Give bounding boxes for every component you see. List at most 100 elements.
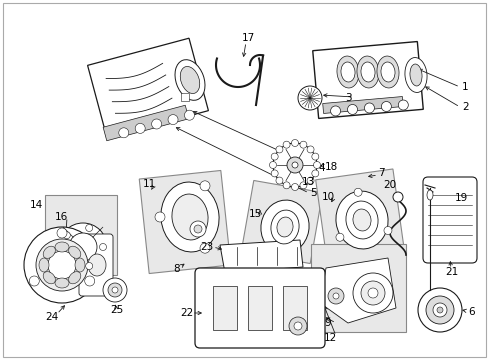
Circle shape [29, 276, 39, 286]
Circle shape [332, 293, 338, 299]
Circle shape [392, 192, 402, 202]
Ellipse shape [270, 210, 299, 244]
Circle shape [59, 223, 107, 271]
Text: 14: 14 [30, 200, 43, 210]
Circle shape [417, 288, 461, 332]
Text: 18: 18 [325, 162, 338, 172]
Circle shape [283, 182, 289, 189]
Circle shape [306, 177, 313, 184]
Ellipse shape [360, 62, 374, 82]
Ellipse shape [43, 246, 55, 258]
Polygon shape [322, 96, 403, 113]
Circle shape [297, 86, 321, 110]
FancyBboxPatch shape [79, 234, 113, 296]
Text: 20: 20 [382, 180, 395, 190]
Circle shape [291, 140, 298, 147]
Circle shape [335, 233, 343, 241]
Ellipse shape [335, 191, 387, 249]
Ellipse shape [336, 56, 358, 88]
Circle shape [200, 181, 209, 191]
Polygon shape [220, 240, 303, 273]
Circle shape [330, 106, 340, 116]
Ellipse shape [276, 217, 292, 237]
Circle shape [24, 227, 100, 303]
Polygon shape [319, 258, 395, 323]
Text: 16: 16 [55, 212, 68, 222]
Ellipse shape [175, 60, 204, 100]
Bar [181, 93, 189, 101]
Text: 1: 1 [461, 82, 468, 92]
Circle shape [190, 221, 205, 237]
Circle shape [398, 100, 407, 110]
Text: 17: 17 [241, 33, 254, 43]
Circle shape [360, 281, 384, 305]
Circle shape [151, 119, 161, 129]
Circle shape [271, 153, 278, 160]
Circle shape [364, 103, 374, 113]
Circle shape [85, 225, 93, 231]
Circle shape [63, 255, 70, 262]
Circle shape [108, 283, 122, 297]
Circle shape [288, 317, 306, 335]
Circle shape [63, 232, 70, 239]
Circle shape [168, 114, 178, 125]
Circle shape [436, 307, 442, 313]
Circle shape [275, 146, 283, 153]
Ellipse shape [261, 200, 308, 254]
FancyBboxPatch shape [422, 177, 476, 263]
Circle shape [99, 243, 106, 251]
Circle shape [269, 162, 276, 168]
Circle shape [299, 141, 306, 148]
Text: 4: 4 [317, 163, 324, 173]
Circle shape [353, 188, 361, 196]
Ellipse shape [68, 246, 81, 258]
Circle shape [119, 128, 128, 138]
Circle shape [425, 296, 453, 324]
Text: 9: 9 [324, 318, 331, 328]
Circle shape [272, 143, 316, 187]
Polygon shape [312, 41, 423, 118]
Bar [247, 286, 271, 330]
Ellipse shape [161, 182, 219, 252]
Circle shape [85, 262, 93, 270]
Ellipse shape [426, 190, 432, 200]
Circle shape [291, 184, 298, 190]
Circle shape [347, 104, 357, 114]
Text: 3: 3 [345, 93, 351, 103]
Circle shape [283, 141, 289, 148]
Circle shape [311, 153, 318, 160]
Circle shape [69, 233, 97, 261]
Ellipse shape [172, 194, 207, 240]
Ellipse shape [55, 242, 69, 252]
Circle shape [306, 146, 313, 153]
Circle shape [327, 288, 343, 304]
Ellipse shape [39, 258, 49, 272]
Ellipse shape [180, 67, 199, 94]
Text: 19: 19 [454, 193, 467, 203]
Circle shape [200, 243, 209, 253]
Ellipse shape [68, 272, 81, 284]
Text: 23: 23 [200, 242, 213, 252]
Circle shape [84, 276, 95, 286]
Text: 5: 5 [309, 188, 316, 198]
Polygon shape [87, 38, 208, 138]
Circle shape [271, 170, 278, 177]
Ellipse shape [404, 58, 426, 93]
Polygon shape [241, 180, 322, 264]
Ellipse shape [409, 64, 421, 86]
Circle shape [275, 177, 283, 184]
Ellipse shape [55, 278, 69, 288]
Text: 21: 21 [445, 267, 458, 277]
Text: 2: 2 [461, 102, 468, 112]
Circle shape [103, 278, 127, 302]
Circle shape [367, 288, 377, 298]
Circle shape [135, 123, 145, 134]
Circle shape [48, 251, 76, 279]
Bar [213, 286, 237, 330]
Text: 22: 22 [180, 308, 193, 318]
Circle shape [112, 287, 118, 293]
Circle shape [432, 303, 446, 317]
Circle shape [155, 212, 164, 222]
Circle shape [57, 228, 67, 238]
Ellipse shape [376, 56, 398, 88]
